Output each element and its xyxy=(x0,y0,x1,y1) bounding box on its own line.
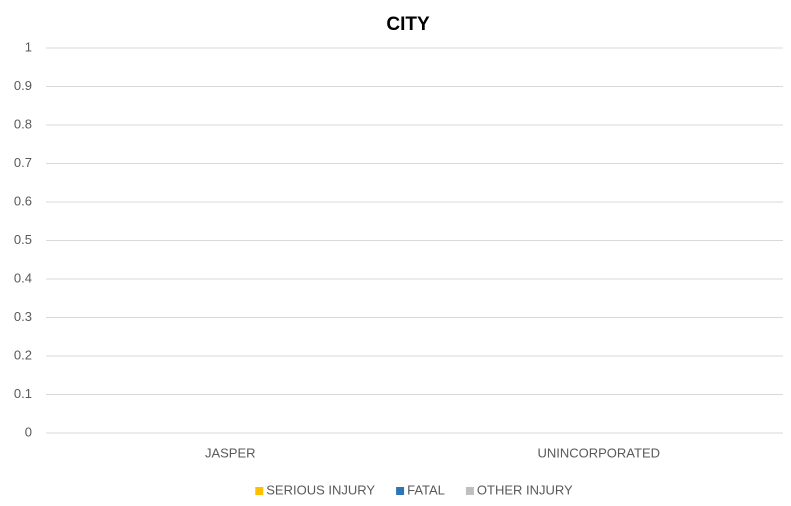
legend-swatch xyxy=(396,487,405,495)
x-tick-label: JASPER xyxy=(205,445,256,460)
y-tick-label: 0.3 xyxy=(14,309,32,324)
legend-label: FATAL xyxy=(407,482,445,497)
legend-swatch xyxy=(465,487,474,495)
y-tick-label: 0.1 xyxy=(14,386,32,401)
y-tick-label: 1 xyxy=(25,39,32,54)
y-tick-label: 0.6 xyxy=(14,193,32,208)
chart-title: CITY xyxy=(386,14,430,35)
y-tick-label: 0.8 xyxy=(14,116,32,131)
y-tick-label: 0.5 xyxy=(14,232,32,247)
legend-label: OTHER INJURY xyxy=(477,482,573,497)
y-tick-label: 0 xyxy=(25,424,32,439)
y-tick-label: 0.2 xyxy=(14,347,32,362)
x-tick-label: UNINCORPORATED xyxy=(537,445,660,460)
legend-label: SERIOUS INJURY xyxy=(266,482,375,497)
y-tick-label: 0.7 xyxy=(14,155,32,170)
legend-swatch xyxy=(255,487,264,495)
y-tick-label: 0.9 xyxy=(14,78,32,93)
y-tick-label: 0.4 xyxy=(14,270,32,285)
